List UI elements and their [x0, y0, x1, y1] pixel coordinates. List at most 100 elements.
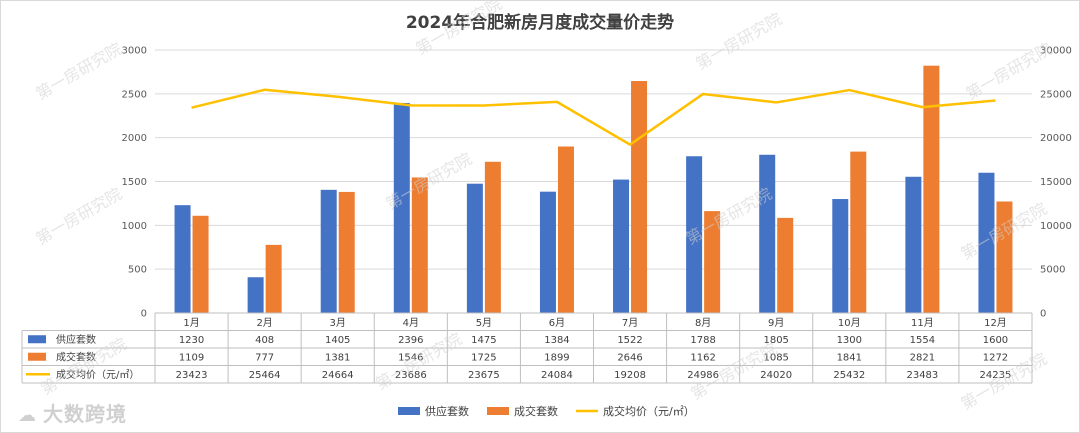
x-tick-label: 4月	[403, 317, 419, 329]
x-tick-label: 8月	[695, 317, 711, 329]
x-tick-label: 11月	[911, 317, 934, 329]
bar-deal	[192, 215, 209, 313]
table-cell: 23483	[906, 370, 938, 381]
table-cell: 1384	[544, 335, 569, 346]
chart-title: 2024年合肥新房月度成交量价走势	[405, 13, 675, 33]
bar-deal	[484, 161, 501, 313]
bar-supply	[686, 156, 703, 313]
table-cell: 1381	[325, 352, 350, 363]
table-cell: 23675	[468, 370, 500, 381]
y-tick-label: 0	[141, 309, 147, 320]
y2-tick-label: 10000	[1040, 221, 1072, 232]
table-cell: 25432	[833, 370, 865, 381]
bar-deal	[850, 151, 867, 313]
table-cell: 1805	[763, 335, 788, 346]
y2-tick-label: 5000	[1040, 265, 1065, 276]
x-tick-label: 5月	[476, 317, 492, 329]
table-cell: 19208	[614, 370, 646, 381]
y-tick-label: 1000	[122, 221, 147, 232]
table-cell: 1085	[763, 352, 788, 363]
bar-deal	[411, 177, 428, 313]
table-cell: 23423	[176, 370, 208, 381]
bar-deal	[338, 191, 355, 313]
table-cell: 24020	[760, 370, 792, 381]
table-legend-swatch	[28, 352, 46, 361]
bar-supply	[759, 154, 776, 313]
x-tick-label: 10月	[838, 317, 861, 329]
bar-supply	[613, 179, 630, 313]
table-cell: 1725	[471, 352, 496, 363]
bar-supply	[174, 205, 191, 313]
x-tick-label: 3月	[330, 317, 346, 329]
watermark-text: 第一房研究院	[33, 39, 126, 103]
bar-deal	[704, 211, 721, 313]
table-cell: 408	[255, 335, 274, 346]
bar-deal	[265, 244, 282, 313]
table-cell: 1788	[690, 335, 715, 346]
bar-supply	[539, 191, 556, 313]
table-cell: 24084	[541, 370, 573, 381]
table-cell: 1600	[983, 335, 1008, 346]
table-cell: 2646	[617, 352, 642, 363]
watermark-text: 第一房研究院	[33, 184, 126, 248]
bar-supply	[466, 183, 483, 313]
table-cell: 1162	[690, 352, 715, 363]
bar-supply	[393, 102, 410, 313]
bar-supply	[247, 277, 264, 313]
table-cell: 2396	[398, 335, 423, 346]
x-tick-label: 1月	[183, 317, 199, 329]
table-cell: 2821	[910, 352, 935, 363]
brand-text: 大数跨境	[43, 402, 127, 426]
y-tick-label: 2500	[122, 89, 147, 100]
table-cell: 1405	[325, 335, 350, 346]
table-cell: 1300	[837, 335, 862, 346]
table-cell: 1841	[837, 352, 862, 363]
y2-tick-label: 30000	[1040, 46, 1072, 57]
table-cell: 1899	[544, 352, 569, 363]
y-tick-label: 3000	[122, 46, 147, 57]
y2-tick-label: 15000	[1040, 177, 1072, 188]
legend-label: 成交均价（元/㎡）	[603, 404, 695, 418]
table-cell: 24235	[980, 370, 1012, 381]
bar-deal	[923, 65, 940, 313]
y2-tick-label: 0	[1040, 309, 1046, 320]
x-tick-label: 12月	[984, 317, 1007, 329]
bar-supply	[320, 189, 337, 313]
table-row-label: 成交均价（元/㎡）	[56, 368, 139, 381]
bar-deal	[631, 81, 648, 313]
table-cell: 1546	[398, 352, 423, 363]
table-cell: 24664	[322, 370, 354, 381]
legend-swatch	[487, 407, 509, 415]
bar-supply	[905, 176, 922, 313]
x-tick-label: 6月	[549, 317, 565, 329]
y2-tick-label: 25000	[1040, 89, 1072, 100]
x-tick-label: 7月	[622, 317, 638, 329]
y2-tick-label: 20000	[1040, 133, 1072, 144]
table-cell: 1109	[179, 352, 204, 363]
watermark-text: 第一房研究院	[693, 9, 786, 73]
table-legend-swatch	[28, 335, 46, 344]
y-tick-label: 2000	[122, 133, 147, 144]
table-cell: 25464	[249, 370, 281, 381]
x-tick-label: 2月	[256, 317, 272, 329]
bar-deal	[996, 201, 1013, 313]
table-cell: 1522	[617, 335, 642, 346]
table-cell: 1230	[179, 335, 204, 346]
legend-swatch	[398, 407, 420, 415]
bar-deal	[777, 217, 794, 313]
table-cell: 1272	[983, 352, 1008, 363]
line-avg-price	[191, 88, 996, 146]
table-cell: 1554	[910, 335, 935, 346]
x-tick-label: 9月	[768, 317, 784, 329]
y-tick-label: 500	[128, 265, 147, 276]
table-row-label: 供应套数	[56, 333, 96, 346]
bar-deal	[557, 146, 574, 313]
legend-label: 供应套数	[425, 404, 469, 418]
bar-supply	[832, 199, 849, 313]
table-cell: 777	[255, 352, 274, 363]
legend-label: 成交套数	[514, 404, 558, 418]
table-cell: 23686	[395, 370, 427, 381]
cloud-logo-icon: ☁	[18, 405, 37, 426]
bar-supply	[978, 172, 995, 313]
